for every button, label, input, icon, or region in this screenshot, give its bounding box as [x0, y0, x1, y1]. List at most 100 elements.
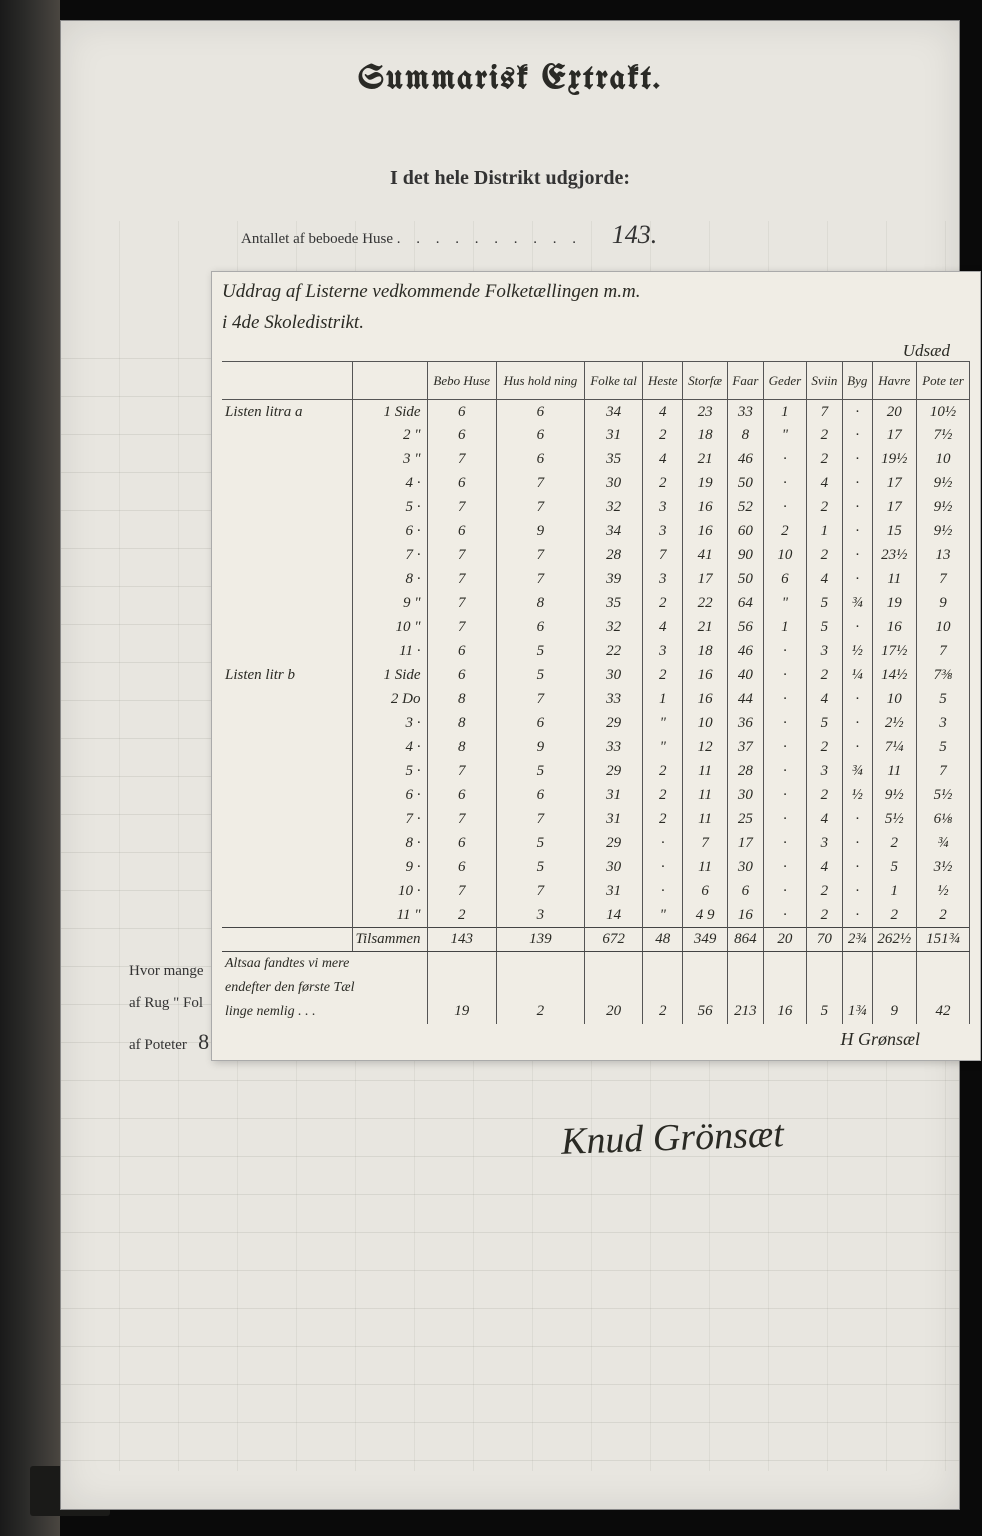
- cell: ·: [763, 688, 806, 712]
- cell: 7⅜: [917, 664, 970, 688]
- section-label: Listen litra a: [222, 400, 352, 424]
- row-number: 4 ·: [352, 472, 427, 496]
- col-header: Sviin: [806, 362, 842, 400]
- cell: 11: [683, 856, 728, 880]
- row-number: 11 ·: [352, 640, 427, 664]
- cell: 19: [683, 472, 728, 496]
- cell: 17½: [872, 640, 916, 664]
- cell: 7: [496, 568, 584, 592]
- row-number: 4 ·: [352, 736, 427, 760]
- cell: ½: [842, 640, 872, 664]
- cell: 29: [584, 832, 642, 856]
- cell: ½: [842, 784, 872, 808]
- cell: ½: [917, 880, 970, 904]
- cell: 30: [584, 856, 642, 880]
- cell: ": [643, 904, 683, 928]
- cell: ·: [763, 832, 806, 856]
- row-number: 9 ": [352, 592, 427, 616]
- section-label: [222, 592, 352, 616]
- cell: 11: [683, 760, 728, 784]
- cell: 33: [584, 736, 642, 760]
- row-number: 1 Side: [352, 664, 427, 688]
- section-label: [222, 736, 352, 760]
- cell: 7: [496, 496, 584, 520]
- cell: 10: [917, 616, 970, 640]
- cell: 10: [683, 712, 728, 736]
- cell: 6⅛: [917, 808, 970, 832]
- leader-dots: . . . . . . . . . .: [397, 231, 592, 247]
- cell: 6: [496, 400, 584, 424]
- cell: 30: [584, 472, 642, 496]
- cell: ·: [763, 496, 806, 520]
- sum-row: Tilsammen1431396724834986420702¾262½151¾: [222, 928, 970, 952]
- cell: 31: [584, 880, 642, 904]
- cell: 52: [727, 496, 763, 520]
- cell: 18: [683, 424, 728, 448]
- cell: 30: [584, 664, 642, 688]
- book-binding: [0, 0, 60, 1536]
- cell: 8: [427, 736, 496, 760]
- cell: 11: [872, 760, 916, 784]
- sum-cell: 2¾: [842, 928, 872, 952]
- table-row: Listen litra a1 Side66344233317·2010½: [222, 400, 970, 424]
- cell: 34: [584, 520, 642, 544]
- sum-cell: 143: [427, 928, 496, 952]
- cell: 4 9: [683, 904, 728, 928]
- cell: 40: [727, 664, 763, 688]
- table-row: 4 ·8933"1237·2·7¼5: [222, 736, 970, 760]
- table-row: 3 "763542146·2·19½10: [222, 448, 970, 472]
- cell: 4: [806, 856, 842, 880]
- cell: 64: [727, 592, 763, 616]
- cell: 2: [806, 424, 842, 448]
- cell: 11: [683, 784, 728, 808]
- cell: 10½: [917, 400, 970, 424]
- cell: ·: [842, 808, 872, 832]
- cell: ·: [763, 856, 806, 880]
- row-number: 5 ·: [352, 760, 427, 784]
- diff-cell: 56: [683, 1000, 728, 1024]
- cell: 20: [872, 400, 916, 424]
- cell: ·: [842, 424, 872, 448]
- cell: 17: [872, 472, 916, 496]
- ledger-body: Listen litra a1 Side66344233317·2010½2 "…: [222, 400, 970, 1024]
- cell: ·: [763, 640, 806, 664]
- sum-label: Tilsammen: [352, 928, 427, 952]
- cell: 35: [584, 448, 642, 472]
- cell: 8: [427, 712, 496, 736]
- table-row: 6 ·69343166021·159½: [222, 520, 970, 544]
- cell: 4: [643, 400, 683, 424]
- cell: 2: [806, 448, 842, 472]
- diff-cell: 2: [496, 1000, 584, 1024]
- cell: 50: [727, 568, 763, 592]
- cell: 7: [496, 544, 584, 568]
- cell: 10: [917, 448, 970, 472]
- diff-cell: 5: [806, 1000, 842, 1024]
- cell: 5: [917, 736, 970, 760]
- cell: ¾: [842, 760, 872, 784]
- cell: 7: [917, 568, 970, 592]
- cell: 36: [727, 712, 763, 736]
- sum-cell: 48: [643, 928, 683, 952]
- cell: 9: [917, 592, 970, 616]
- cell: 7: [496, 880, 584, 904]
- cell: 2: [806, 736, 842, 760]
- cell: 7: [427, 496, 496, 520]
- cell: 3: [806, 832, 842, 856]
- cell: 5: [496, 760, 584, 784]
- side-labels: Hvor mange af Rug " Fol af Poteter 8: [129, 956, 209, 1065]
- col-header: Geder: [763, 362, 806, 400]
- cell: 7: [496, 808, 584, 832]
- section-label: [222, 616, 352, 640]
- cell: 2: [643, 424, 683, 448]
- cell: 5½: [917, 784, 970, 808]
- cell: 23: [683, 400, 728, 424]
- cell: 4: [806, 808, 842, 832]
- cell: 6: [427, 832, 496, 856]
- table-row: 11 ·652231846·3½17½7: [222, 640, 970, 664]
- table-row: 11 "2314"4 916·2·22: [222, 904, 970, 928]
- section-label: [222, 640, 352, 664]
- col-header: Havre: [872, 362, 916, 400]
- cell: 5: [496, 640, 584, 664]
- diff-cell: 9: [872, 1000, 916, 1024]
- cell: 17: [727, 832, 763, 856]
